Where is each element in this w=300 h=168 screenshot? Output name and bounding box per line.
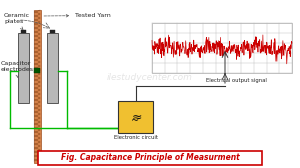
Text: Electrical output signal: Electrical output signal	[206, 78, 266, 83]
Bar	[21, 30, 26, 33]
Text: Tested Yarn: Tested Yarn	[44, 13, 111, 18]
Bar	[38, 151, 262, 165]
Bar	[152, 23, 292, 73]
Text: Electronic circuit: Electronic circuit	[113, 135, 158, 140]
Bar	[18, 33, 29, 103]
Bar	[50, 30, 55, 33]
Text: ~: ~	[131, 116, 140, 126]
Text: Ceramic
plates: Ceramic plates	[4, 13, 30, 29]
Bar	[34, 10, 41, 163]
Bar	[118, 101, 153, 133]
Text: Fig. Capacitance Principle of Measurment: Fig. Capacitance Principle of Measurment	[61, 154, 239, 162]
Text: $\approx$: $\approx$	[129, 110, 142, 122]
Bar	[34, 68, 40, 73]
Text: Capacitor
electrodes: Capacitor electrodes	[1, 61, 34, 77]
Bar	[47, 33, 58, 103]
Text: ilestudycenter.com: ilestudycenter.com	[107, 74, 193, 82]
